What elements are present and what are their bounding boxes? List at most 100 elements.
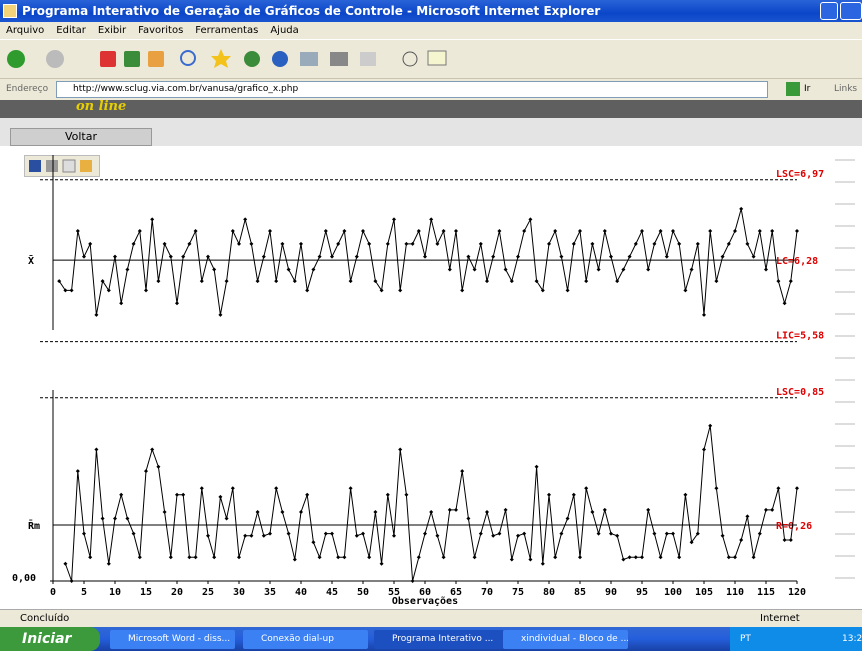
data-point (504, 267, 508, 271)
data-point (125, 267, 129, 271)
data-point (572, 242, 576, 246)
data-point (652, 242, 656, 246)
data-point (187, 555, 191, 559)
task-button[interactable]: Programa Interativo ... (374, 630, 504, 649)
data-point (156, 279, 160, 283)
data-point (671, 229, 675, 233)
task-button[interactable]: Conexão dial-up (243, 630, 368, 649)
data-point (305, 288, 309, 292)
data-point (770, 508, 774, 512)
data-point (367, 242, 371, 246)
data-point (733, 555, 737, 559)
status-text: Concluído (20, 610, 69, 628)
data-point (324, 229, 328, 233)
data-point (200, 279, 204, 283)
data-point (70, 288, 74, 292)
data-point (268, 532, 272, 536)
data-point (163, 242, 167, 246)
data-point (473, 555, 477, 559)
data-point (621, 267, 625, 271)
data-point (708, 229, 712, 233)
data-point (621, 557, 625, 561)
data-point (169, 555, 173, 559)
x-tick-label: 120 (788, 587, 806, 598)
data-point (584, 279, 588, 283)
x-tick-label: 100 (664, 587, 682, 598)
task-button[interactable]: xindividual - Bloco de ... (503, 630, 628, 649)
data-point (212, 267, 216, 271)
y-tick-label: 0,00 (12, 573, 36, 584)
data-point (423, 255, 427, 259)
data-point (392, 534, 396, 538)
task-label: xindividual - Bloco de ... (521, 634, 628, 644)
data-point (491, 534, 495, 538)
data-point (758, 532, 762, 536)
data-point (764, 267, 768, 271)
data-point (733, 229, 737, 233)
data-point (795, 486, 799, 490)
data-point (94, 448, 98, 452)
data-point (373, 510, 377, 514)
x-tick-label: 50 (357, 587, 369, 598)
data-point (683, 493, 687, 497)
data-point (144, 288, 148, 292)
task-button[interactable]: Microsoft Word - diss... (110, 630, 235, 649)
data-point (578, 229, 582, 233)
data-point (702, 448, 706, 452)
data-point (559, 255, 563, 259)
y-axis-label: X̄ (28, 254, 34, 267)
data-point (88, 242, 92, 246)
data-point (435, 242, 439, 246)
data-point (169, 255, 173, 259)
x-tick-label: 45 (326, 587, 338, 598)
data-point (94, 313, 98, 317)
data-point (330, 255, 334, 259)
data-point (380, 562, 384, 566)
data-point (745, 242, 749, 246)
x-tick-label: 15 (140, 587, 152, 598)
data-point (398, 448, 402, 452)
data-point (194, 555, 198, 559)
lang: PT (740, 627, 751, 651)
data-point (305, 493, 309, 497)
data-point (460, 288, 464, 292)
data-point (479, 242, 483, 246)
data-point (150, 217, 154, 221)
data-point (249, 242, 253, 246)
data-point (497, 532, 501, 536)
data-point (138, 555, 142, 559)
data-point (597, 532, 601, 536)
data-point (522, 229, 526, 233)
data-point (584, 486, 588, 490)
data-point (485, 510, 489, 514)
data-point (590, 242, 594, 246)
data-point (572, 493, 576, 497)
data-point (466, 255, 470, 259)
data-point (274, 486, 278, 490)
data-point (82, 255, 86, 259)
data-point (212, 555, 216, 559)
data-point (789, 279, 793, 283)
data-point (640, 555, 644, 559)
data-point (473, 267, 477, 271)
data-point (144, 469, 148, 473)
data-point (739, 207, 743, 211)
clock: 13:2 (842, 627, 862, 651)
x-tick-label: 90 (605, 587, 617, 598)
data-point (479, 532, 483, 536)
data-point (355, 534, 359, 538)
data-point (721, 255, 725, 259)
data-point (274, 279, 278, 283)
data-point (200, 486, 204, 490)
data-point (404, 493, 408, 497)
data-point (566, 288, 570, 292)
data-point (342, 555, 346, 559)
data-point (256, 279, 260, 283)
start-button[interactable]: Iniciar (0, 627, 100, 651)
data-point (386, 242, 390, 246)
data-point (590, 510, 594, 514)
data-point (280, 242, 284, 246)
task-label: Conexão dial-up (261, 634, 334, 644)
data-point (739, 538, 743, 542)
data-point (293, 279, 297, 283)
